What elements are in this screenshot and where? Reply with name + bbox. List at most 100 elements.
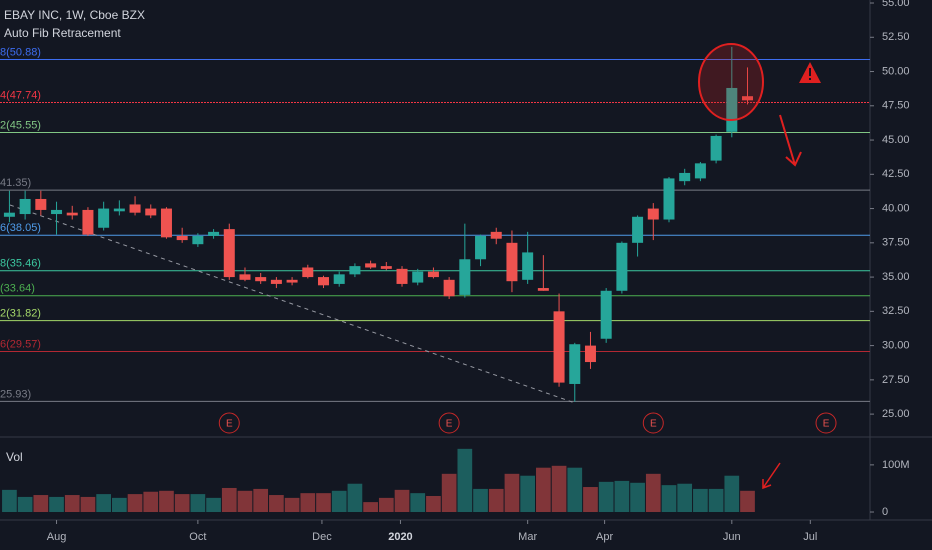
earnings-label: E: [650, 419, 657, 430]
candle-body: [490, 231, 502, 239]
volume-bar: [708, 488, 724, 513]
fib-label: 4(47.74): [0, 89, 41, 101]
fib-label: 6(29.57): [0, 338, 41, 350]
candle-body: [160, 208, 172, 238]
volume-bar: [80, 496, 96, 513]
candle-body: [553, 311, 565, 383]
y-tick-label: 27.50: [882, 374, 910, 386]
volume-bar: [536, 467, 551, 513]
volume-bar: [221, 487, 237, 513]
candle-body: [742, 96, 754, 101]
fib-label: 2(31.82): [0, 308, 41, 320]
earnings-marker: [815, 412, 837, 434]
volume-bar: [520, 475, 536, 513]
candle-body: [663, 178, 675, 220]
candle-body: [600, 290, 612, 339]
candle-body: [694, 163, 706, 179]
y-tick-label: 30.00: [882, 340, 910, 352]
warning-mark: [809, 68, 811, 76]
y-tick-label: 55.00: [882, 0, 910, 9]
volume-bar: [426, 495, 441, 513]
highlight-circle: [698, 43, 764, 121]
volume-bar: [410, 493, 426, 513]
candle-body: [427, 271, 439, 278]
volume-bar: [724, 475, 740, 513]
candle-body: [333, 274, 345, 284]
volume-label: Vol: [6, 450, 23, 464]
candle-body: [302, 267, 314, 278]
candle-body: [66, 212, 78, 216]
volume-bar: [331, 490, 347, 513]
fib-label: 6(38.05): [0, 222, 41, 234]
volume-bar: [488, 488, 504, 513]
trend-line: [9, 204, 576, 404]
volume-bar: [253, 488, 269, 513]
candle-body: [3, 212, 15, 217]
y-tick-label: 47.50: [882, 100, 910, 112]
candle-body: [98, 208, 110, 228]
candle-body: [584, 345, 596, 363]
candle-body: [679, 172, 691, 182]
volume-bar: [49, 496, 64, 513]
x-tick-label: Dec: [312, 531, 332, 543]
volume-bar: [237, 490, 253, 513]
volume-bar: [457, 448, 473, 513]
y-tick-label: 25.00: [882, 408, 910, 420]
candle-body: [270, 279, 282, 284]
chart-title: EBAY INC, 1W, Cboe BZX: [4, 8, 145, 22]
fib-label: 41.35): [0, 177, 31, 189]
candle-body: [35, 198, 47, 210]
volume-bar: [378, 497, 394, 513]
x-tick-label: Jul: [803, 531, 817, 543]
fib-label: 25.93): [0, 388, 31, 400]
volume-bar: [363, 502, 378, 513]
volume-bar: [441, 473, 457, 513]
volume-bar: [174, 494, 190, 513]
volume-bar: [583, 487, 598, 513]
y-tick-label: 35.00: [882, 271, 910, 283]
candle-body: [318, 277, 330, 286]
volume-bar: [300, 493, 316, 513]
volume-bar: [661, 485, 677, 513]
candle-body: [380, 266, 392, 269]
volume-bar: [504, 473, 520, 513]
volume-bar: [347, 483, 363, 513]
x-tick-label: Jun: [723, 531, 741, 543]
x-tick-label: Apr: [596, 531, 613, 543]
candle-body: [537, 288, 549, 291]
candle-body: [145, 208, 157, 216]
indicator-name: Auto Fib Retracement: [4, 26, 121, 40]
volume-tick-label: 0: [882, 506, 888, 518]
candle-body: [113, 208, 125, 212]
y-tick-label: 42.50: [882, 168, 910, 180]
volume-bar: [598, 481, 614, 513]
earnings-marker: [438, 412, 460, 434]
candle-body: [459, 259, 471, 295]
volume-bar: [96, 494, 111, 513]
fib-label: 8(35.46): [0, 258, 41, 270]
fib-label: 8(50.88): [0, 46, 41, 58]
volume-bar: [394, 489, 410, 513]
fib-label: 2(45.55): [0, 119, 41, 131]
candle-body: [19, 198, 31, 215]
candle-body: [286, 279, 298, 283]
candle-body: [647, 208, 659, 220]
candle-body: [475, 235, 487, 260]
volume-bar: [645, 473, 661, 513]
y-tick-label: 52.50: [882, 31, 910, 43]
x-tick-label: Mar: [518, 531, 537, 543]
earnings-label: E: [823, 419, 830, 430]
volume-arrow: [762, 462, 781, 490]
earnings-label: E: [226, 419, 233, 430]
volume-bar: [316, 493, 331, 513]
candle-body: [82, 209, 94, 235]
volume-bar: [190, 494, 206, 513]
volume-bar: [17, 496, 33, 513]
down-arrow: [779, 114, 802, 167]
fib-layer: 8(50.88) 4(47.74) 2(45.55) 41.35) 6(38.05) 8(…: [0, 46, 870, 402]
candle-body: [522, 252, 534, 280]
warning-dot: [809, 78, 811, 80]
y-tick-label: 50.00: [882, 65, 910, 77]
